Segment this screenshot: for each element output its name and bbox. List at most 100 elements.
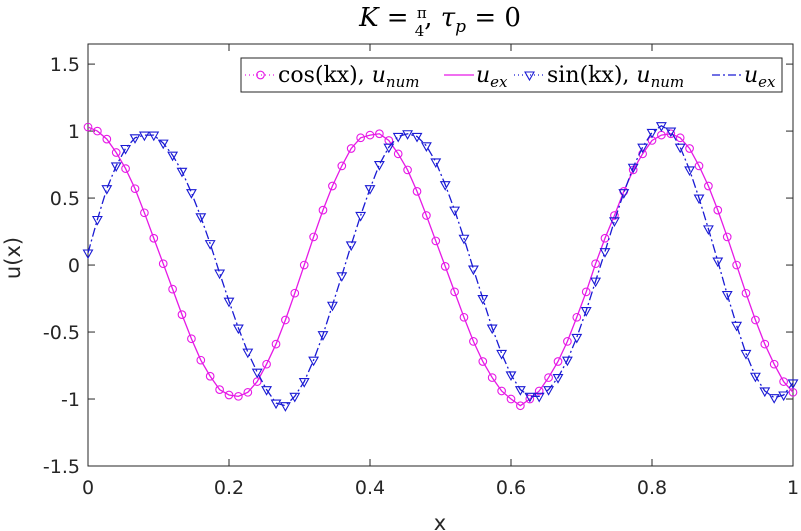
sin-marker	[204, 240, 216, 250]
sin-marker	[270, 399, 282, 410]
sin-marker	[138, 131, 150, 142]
cos-marker	[224, 390, 234, 400]
sin-marker	[383, 143, 395, 154]
sin-marker	[373, 161, 385, 171]
sin-marker	[195, 213, 207, 223]
chart-title: K = π 4, τp = 0	[358, 3, 521, 40]
cos-marker	[685, 144, 694, 153]
legend-cos-ex-label: uex	[476, 63, 508, 91]
sin-marker	[731, 321, 743, 332]
cos-marker	[741, 288, 751, 298]
cos-marker	[281, 315, 290, 325]
sin-marker	[411, 132, 423, 143]
sin-marker	[533, 392, 545, 403]
sin-marker	[486, 324, 498, 335]
y-tick-label: 0.5	[50, 188, 80, 210]
cos-marker	[694, 161, 704, 171]
sin-marker	[336, 272, 348, 282]
sin-marker	[467, 265, 479, 276]
cos-marker	[205, 371, 215, 381]
sin-marker	[674, 143, 686, 154]
sin-marker	[759, 387, 771, 398]
cos-marker	[553, 357, 563, 366]
sin-marker	[496, 349, 508, 360]
cos-marker	[403, 165, 412, 175]
cos-marker	[572, 312, 582, 322]
legend: cos(kx), unum uex sin(kx), unum uex	[240, 57, 783, 93]
sin-marker	[157, 139, 169, 150]
plot-area	[87, 43, 794, 467]
x-tick-label: 0.2	[214, 477, 244, 499]
legend-cos-num-marker	[256, 70, 265, 80]
y-axis-label: u(x)	[1, 237, 25, 279]
sin-marker	[740, 349, 752, 360]
x-tick-label: 0.6	[496, 477, 526, 499]
sin-marker	[561, 356, 573, 367]
cos-marker	[318, 205, 328, 215]
cos-marker	[675, 133, 685, 143]
x-tick-label: 1	[787, 477, 799, 499]
sin-marker	[261, 386, 273, 396]
sin-marker	[91, 215, 103, 226]
cos-marker	[243, 387, 253, 397]
cos-marker	[121, 164, 130, 173]
legend-sin-ex-label: uex	[744, 63, 776, 91]
cos-marker	[760, 339, 770, 349]
cos-marker	[713, 205, 723, 215]
y-tick-label: -0.5	[43, 322, 80, 344]
cos-marker	[262, 359, 271, 369]
sin-marker	[787, 379, 799, 390]
legend-sin-num-marker	[524, 71, 535, 82]
sin-marker	[749, 372, 761, 383]
cos-marker	[666, 129, 676, 139]
sin-marker	[167, 151, 179, 162]
sin-marker	[317, 331, 329, 341]
cos-marker	[751, 315, 760, 325]
cos-marker	[393, 149, 403, 159]
x-axis-label: x	[434, 511, 446, 531]
sin-marker	[101, 185, 113, 195]
cos-marker	[534, 386, 544, 396]
cos-marker	[487, 373, 497, 382]
sin-marker	[768, 394, 780, 404]
cos-marker	[309, 232, 318, 242]
sin-marker	[232, 324, 244, 335]
legend-sin-num-label: sin(kx), unum	[547, 63, 684, 91]
sin-marker	[552, 374, 564, 384]
cos-marker	[93, 126, 102, 136]
sin-marker	[778, 391, 790, 402]
cos-marker	[215, 385, 224, 394]
sin-marker	[242, 348, 254, 359]
cos-marker	[140, 208, 149, 218]
sin-exact-line	[87, 124, 794, 407]
cos-marker	[431, 236, 441, 246]
x-tick-label: 0.8	[637, 477, 667, 499]
y-tick-label: -1	[61, 389, 80, 411]
sin-marker	[129, 134, 141, 144]
cos-marker	[158, 259, 168, 269]
cos-marker	[187, 334, 196, 344]
x-tick-label: 0	[82, 477, 94, 499]
cos-marker	[581, 287, 591, 297]
cos-marker	[271, 339, 281, 349]
cos-marker	[375, 129, 384, 139]
y-tick-label: 0	[68, 255, 80, 277]
cos-marker	[563, 337, 572, 346]
x-tick-label: 0.4	[355, 477, 385, 499]
sin-marker	[721, 290, 733, 301]
cos-marker	[704, 181, 713, 191]
sin-marker	[505, 371, 517, 382]
sin-marker	[214, 269, 226, 280]
sin-marker	[458, 234, 470, 245]
cos-marker	[290, 288, 300, 298]
sin-marker	[693, 194, 705, 205]
sin-marker	[185, 189, 197, 199]
sin-marker	[355, 211, 367, 222]
axis-ticks: 0 0.2 0.4 0.6 0.8 1 -1.5 -1 -0.5 0 0.5 1 1.5	[43, 44, 799, 499]
sin-marker	[392, 132, 404, 143]
sin-marker	[326, 301, 338, 312]
sin-marker	[298, 378, 310, 388]
legend-box	[240, 57, 783, 93]
cos-marker	[478, 357, 488, 366]
